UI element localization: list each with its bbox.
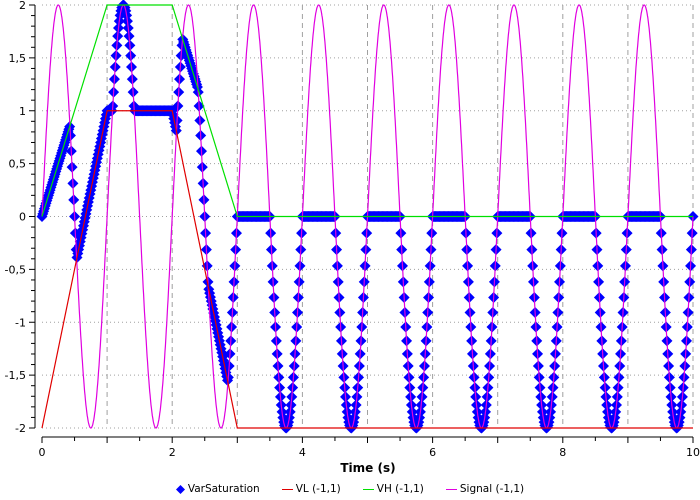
axes: 2 1,5 1 0,5 0 -0,5 -1 -1,5 -2 0 2 4 6 8 10: [5, 0, 700, 459]
legend-item-vh[interactable]: VH (-1,1): [362, 483, 424, 495]
legend: VarSaturation VL (-1,1) VH (-1,1) Signal…: [0, 480, 700, 498]
svg-text:2: 2: [169, 446, 176, 459]
legend-item-vl[interactable]: VL (-1,1): [281, 483, 341, 495]
legend-item-varsaturation[interactable]: VarSaturation: [175, 483, 260, 495]
svg-text:0: 0: [39, 446, 46, 459]
svg-text:2: 2: [19, 0, 26, 12]
line-swatch-icon: [362, 488, 374, 490]
diamond-marker-icon: [175, 484, 185, 494]
svg-text:4: 4: [299, 446, 306, 459]
svg-text:1,5: 1,5: [9, 52, 27, 65]
svg-text:-2: -2: [15, 422, 26, 435]
legend-label: Signal (-1,1): [459, 483, 525, 495]
line-swatch-icon: [445, 488, 457, 490]
svg-text:0: 0: [19, 211, 26, 224]
svg-text:1: 1: [19, 105, 26, 118]
svg-text:-1: -1: [15, 316, 26, 329]
x-axis-title: Time (s): [340, 461, 395, 475]
svg-text:10: 10: [686, 446, 700, 459]
svg-text:-0,5: -0,5: [5, 263, 26, 276]
svg-text:0,5: 0,5: [9, 158, 27, 171]
line-swatch-icon: [281, 488, 293, 490]
svg-text:-1,5: -1,5: [5, 369, 26, 382]
legend-label: VH (-1,1): [376, 483, 424, 495]
legend-label: VarSaturation: [187, 483, 260, 495]
series-layer: [36, 0, 699, 434]
legend-label: VL (-1,1): [295, 483, 341, 495]
legend-item-signal[interactable]: Signal (-1,1): [445, 483, 525, 495]
svg-text:6: 6: [429, 446, 436, 459]
svg-text:8: 8: [559, 446, 566, 459]
chart-canvas: 2 1,5 1 0,5 0 -0,5 -1 -1,5 -2 0 2 4 6 8 10 Time (s): [5, 0, 700, 475]
